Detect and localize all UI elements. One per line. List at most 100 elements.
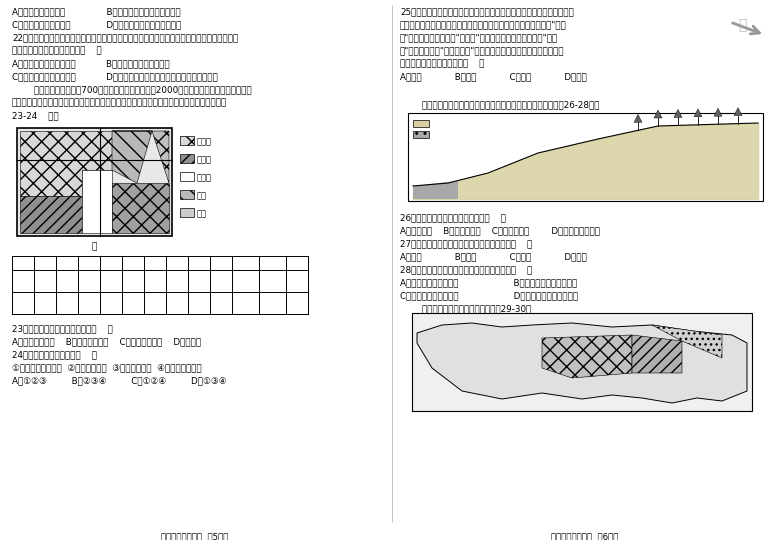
Text: A．市场            B．政策            C．气候            D．地形: A．市场 B．政策 C．气候 D．地形 xyxy=(400,72,587,81)
Polygon shape xyxy=(714,108,722,116)
Text: 3: 3 xyxy=(87,259,91,267)
Text: 下图为浙江省北部丘陵山地立体农业景观示意图，读图，完成26-28题。: 下图为浙江省北部丘陵山地立体农业景观示意图，读图，完成26-28题。 xyxy=(400,100,600,109)
Text: C．气候、土壤条件优越             D．靠近城市，生产技术水平高: C．气候、土壤条件优越 D．靠近城市，生产技术水平高 xyxy=(12,20,182,29)
Polygon shape xyxy=(694,109,702,117)
Text: 期"之最，被称为"超级猪周期"（下图）。猪周期的存在说明，最终决: 期"之最，被称为"超级猪周期"（下图）。猪周期的存在说明，最终决 xyxy=(400,46,565,55)
Bar xyxy=(180,208,194,217)
Bar xyxy=(188,292,307,314)
Text: A．现代混合农业    B．传统谷物农业    C．季风水田农业    D．游牧业: A．现代混合农业 B．传统谷物农业 C．季风水田农业 D．游牧业 xyxy=(12,337,201,346)
Text: A．茶园改为苹果种植园                    B．修筑通往稻田的机耕道: A．茶园改为苹果种植园 B．修筑通往稻田的机耕道 xyxy=(400,278,577,287)
Text: 4: 4 xyxy=(108,259,114,267)
Text: 期"。从去年开始的本轮"猪周期"猪肉价格的上涨幅度为历次"猪周: 期"。从去年开始的本轮"猪周期"猪肉价格的上涨幅度为历次"猪周 xyxy=(400,33,558,42)
Text: 澳大利亚地广人稀，700多万平方公里的国土只有2000多万人口，是世界上主要的小麦: 澳大利亚地广人稀，700多万平方公里的国土只有2000多万人口，是世界上主要的小… xyxy=(12,85,252,94)
Text: 配种
（北疆）: 配种 （北疆） xyxy=(147,296,164,310)
Polygon shape xyxy=(734,107,742,116)
Text: 在牧场上放牧: 在牧场上放牧 xyxy=(76,300,102,306)
Text: 绵羊
饲养: 绵羊 饲养 xyxy=(19,296,27,310)
Text: 收割
（北疆）: 收割 （北疆） xyxy=(250,274,268,288)
Text: A．有城市自来水灌溉               B．城市人口多，市场需求量大: A．有城市自来水灌溉 B．城市人口多，市场需求量大 xyxy=(12,7,181,16)
Bar xyxy=(232,271,285,292)
Bar xyxy=(180,154,194,163)
Text: 稻田: 稻田 xyxy=(466,179,474,188)
Polygon shape xyxy=(20,196,82,233)
Text: 读美国部分地区农业分布图，完成29-30题: 读美国部分地区农业分布图，完成29-30题 xyxy=(400,304,531,313)
Text: 28．关于图示地区农业发展的措施，合理的是（    ）: 28．关于图示地区农业发展的措施，合理的是（ ） xyxy=(400,265,533,274)
Text: 甲: 甲 xyxy=(91,242,97,251)
Text: 小麦地: 小麦地 xyxy=(197,137,212,146)
Text: 7: 7 xyxy=(175,259,179,267)
Text: 11: 11 xyxy=(268,259,278,267)
Text: 和羊毛出口国，下图中甲示意澳大利亚某农场用地布局，下表示意该农场农时安排。读图完成: 和羊毛出口国，下图中甲示意澳大利亚某农场用地布局，下表示意该农场农时安排。读图完… xyxy=(12,98,227,107)
Text: 河流: 河流 xyxy=(197,191,207,200)
Text: C．竹林坡地修筑成梯田                    D．排干鱼塘后变塘为稻田: C．竹林坡地修筑成梯田 D．排干鱼塘后变塘为稻田 xyxy=(400,291,578,300)
Polygon shape xyxy=(542,335,632,378)
Text: 休耕地: 休耕地 xyxy=(197,173,212,182)
Bar xyxy=(144,292,165,314)
Text: 25．多年来猪肉价格周期性波动：价高时生猪供应增加，肉价随之下降，: 25．多年来猪肉价格周期性波动：价高时生猪供应增加，肉价随之下降， xyxy=(400,7,574,16)
Polygon shape xyxy=(82,170,112,233)
Text: 2: 2 xyxy=(65,259,69,267)
Text: 涨: 涨 xyxy=(738,18,746,32)
Text: 5: 5 xyxy=(130,259,136,267)
Bar xyxy=(180,190,194,199)
FancyArrowPatch shape xyxy=(732,23,760,34)
Polygon shape xyxy=(417,323,747,403)
Text: 小麦
种植: 小麦 种植 xyxy=(19,274,27,288)
Text: 月份: 月份 xyxy=(18,259,28,267)
Text: 23-24    题。: 23-24 题。 xyxy=(12,111,58,120)
Bar xyxy=(412,313,752,411)
Bar xyxy=(34,271,55,292)
Text: 生长季节: 生长季节 xyxy=(168,278,186,284)
Text: 6: 6 xyxy=(153,259,158,267)
Text: 24．该农场的生产特点有（    ）: 24．该农场的生产特点有（ ） xyxy=(12,350,97,359)
Polygon shape xyxy=(112,183,169,233)
Text: 鱼塘: 鱼塘 xyxy=(425,176,434,185)
Bar xyxy=(408,113,763,201)
Bar xyxy=(78,271,122,292)
Text: 27．形成图示地区立体农业景观的主导因素是（    ）: 27．形成图示地区立体农业景观的主导因素是（ ） xyxy=(400,239,533,248)
Text: 竹林: 竹林 xyxy=(658,126,668,135)
Text: A．混合农业    B．水稻种植业    C．商品化农业        D．热带种植园农业: A．混合农业 B．水稻种植业 C．商品化农业 D．热带种植园农业 xyxy=(400,226,600,235)
Polygon shape xyxy=(632,335,682,373)
Text: 9: 9 xyxy=(218,259,224,267)
Text: （高一级地理试卷  第5页）: （高一级地理试卷 第5页） xyxy=(161,532,229,540)
Text: 道路: 道路 xyxy=(197,209,207,218)
Bar xyxy=(17,128,172,236)
Polygon shape xyxy=(112,131,169,183)
Text: 垦地
（北疆）: 垦地 （北疆） xyxy=(36,274,54,288)
Bar xyxy=(413,131,429,138)
Text: 12: 12 xyxy=(292,259,302,267)
Text: 22．当前，我国在一些县、乡出现了专门生产蔬菜的农业基地，其产品供应的范围相当广泛。这: 22．当前，我国在一些县、乡出现了专门生产蔬菜的农业基地，其产品供应的范围相当广… xyxy=(12,33,238,42)
Text: 土壤: 土壤 xyxy=(432,121,441,130)
Bar xyxy=(413,120,429,127)
Text: 茶园: 茶园 xyxy=(534,157,543,166)
Polygon shape xyxy=(634,114,642,123)
Polygon shape xyxy=(20,131,112,196)
Text: 随后母猪过剩被淘汰，生猪供应随之减少，猪肉价格上涨，被称为"猪周: 随后母猪过剩被淘汰，生猪供应随之减少，猪肉价格上涨，被称为"猪周 xyxy=(400,20,567,29)
Text: 放牧地: 放牧地 xyxy=(197,155,212,164)
Text: 在牧割后的
麦田上放牧: 在牧割后的 麦田上放牧 xyxy=(237,296,259,310)
Text: A．自然条件的改造和改良           B．劳动力素质的不断提高: A．自然条件的改造和改良 B．劳动力素质的不断提高 xyxy=(12,59,170,68)
Text: 剪羊毛
（北疆）: 剪羊毛 （北疆） xyxy=(168,296,186,310)
Bar xyxy=(180,172,194,181)
Polygon shape xyxy=(652,325,722,358)
Text: 8: 8 xyxy=(197,259,201,267)
Bar xyxy=(166,292,188,314)
Text: 26．浙江省的主要农业地域类型为（    ）: 26．浙江省的主要农业地域类型为（ ） xyxy=(400,213,506,222)
Polygon shape xyxy=(112,131,152,183)
Text: 定农业生产类型和规模的是（    ）: 定农业生产类型和规模的是（ ） xyxy=(400,59,484,68)
Polygon shape xyxy=(674,110,682,117)
Polygon shape xyxy=(413,181,458,199)
Text: ①利于土壤肥力保持  ②合理利用农时  ③市场适应性强  ④劳动力投入量大: ①利于土壤肥力保持 ②合理利用农时 ③市场适应性强 ④劳动力投入量大 xyxy=(12,363,202,372)
Bar xyxy=(12,256,308,314)
Text: C．对作物生长季节的调整           D．交通运输条件的改善和冷藏保鲜技术的发展: C．对作物生长季节的调整 D．交通运输条件的改善和冷藏保鲜技术的发展 xyxy=(12,72,218,81)
Text: A．①②③         B．②③④         C．①②④         D．①③④: A．①②③ B．②③④ C．①②④ D．①③④ xyxy=(12,376,227,385)
Text: A．气候            B．地形            C．市场            D．政策: A．气候 B．地形 C．市场 D．政策 xyxy=(400,252,587,261)
Bar xyxy=(122,271,232,292)
Bar xyxy=(180,136,194,145)
Text: 10: 10 xyxy=(240,259,250,267)
Text: 岩石: 岩石 xyxy=(432,132,441,141)
Text: （高一级地理试卷  第6页）: （高一级地理试卷 第6页） xyxy=(551,532,619,540)
Text: 1: 1 xyxy=(42,259,48,267)
Text: 种农业基地形成的主要原因是（    ）: 种农业基地形成的主要原因是（ ） xyxy=(12,46,101,55)
